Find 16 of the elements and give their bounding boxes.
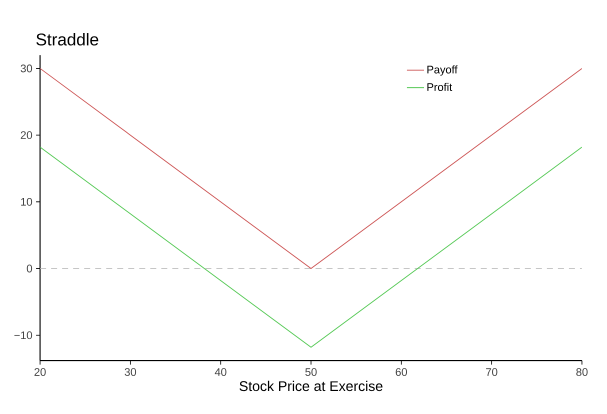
x-tick-label: 40 xyxy=(214,368,226,376)
legend-label: Payoff xyxy=(427,66,458,76)
x-tick-label: 50 xyxy=(305,368,317,376)
chart-title: Straddle xyxy=(36,33,98,46)
y-tick-label: 10 xyxy=(21,198,32,206)
x-axis-title: Stock Price at Exercise xyxy=(240,380,382,392)
y-tick-label: 0 xyxy=(26,264,32,273)
y-tick-label: 20 xyxy=(20,131,32,140)
x-tick-label: 30 xyxy=(124,368,136,376)
x-tick-label: 20 xyxy=(34,368,46,376)
x-tick-label: 70 xyxy=(486,368,498,376)
x-tick-label: 80 xyxy=(576,368,588,376)
legend-label: Profit xyxy=(427,83,452,92)
y-tick-label: 30 xyxy=(20,64,32,72)
y-tick-label: −10 xyxy=(14,332,32,340)
x-tick-label: 60 xyxy=(396,368,408,376)
